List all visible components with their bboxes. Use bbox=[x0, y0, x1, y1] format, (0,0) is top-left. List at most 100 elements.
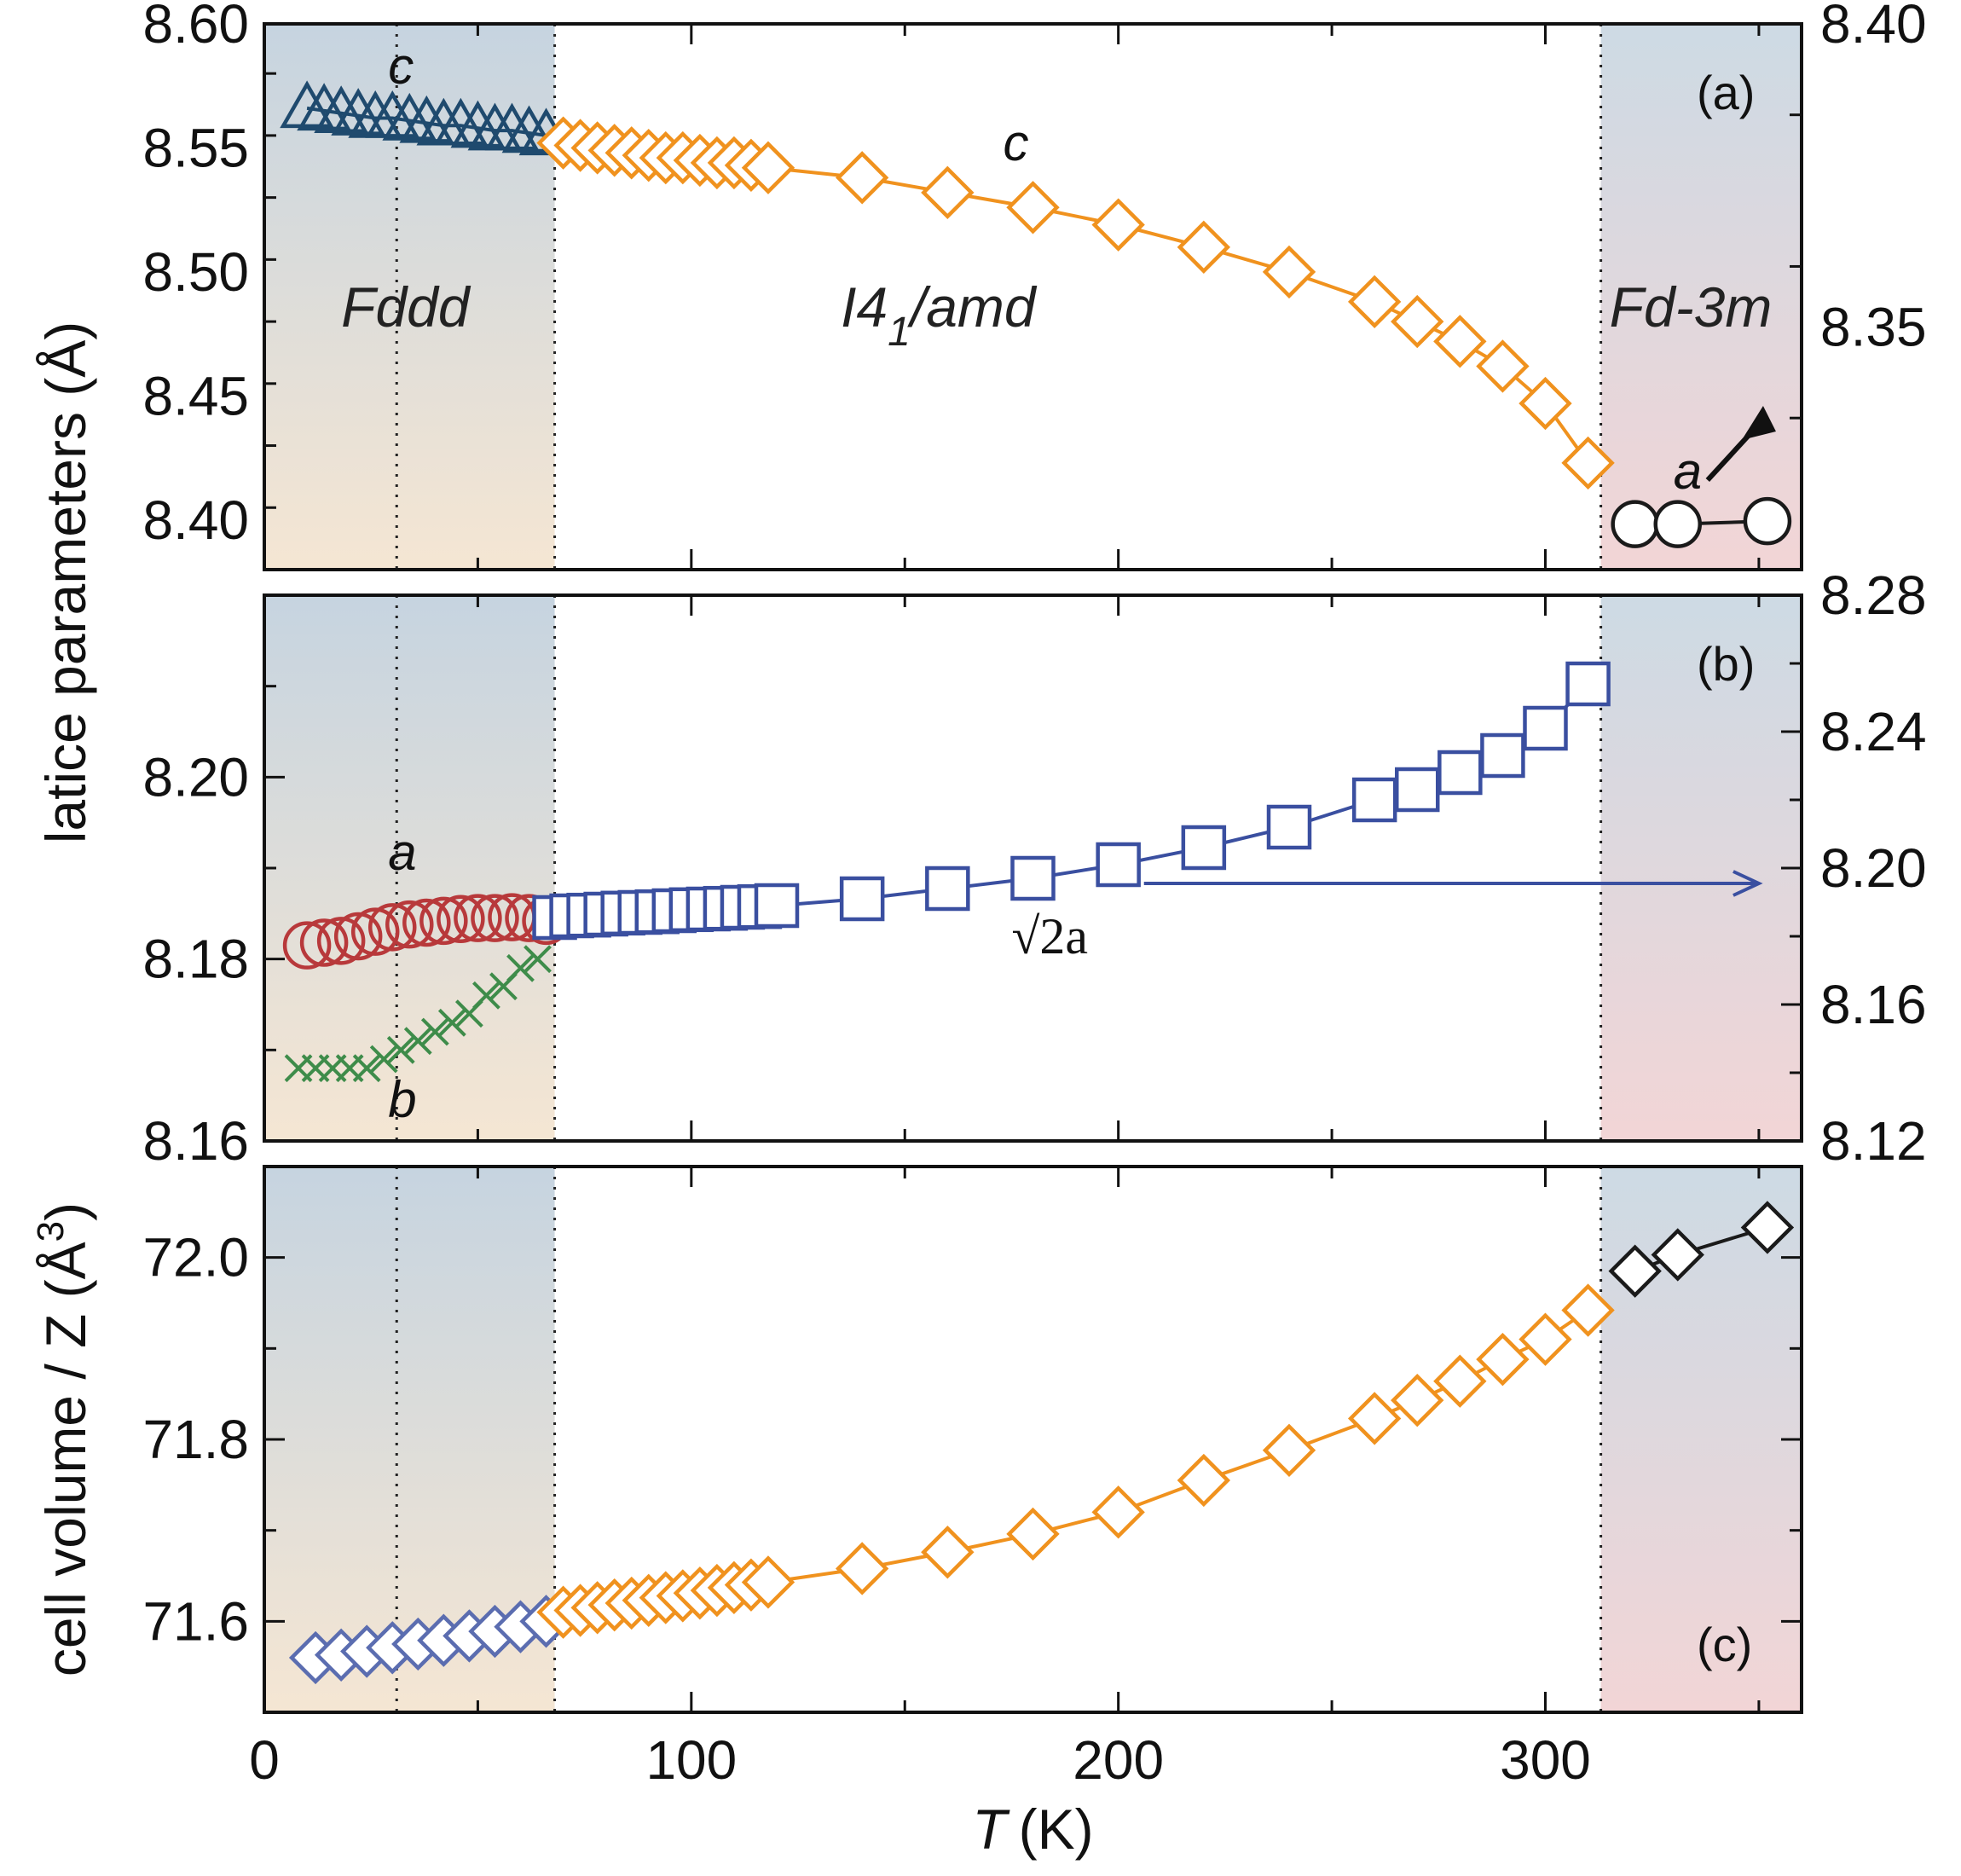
data-point bbox=[921, 1526, 975, 1579]
data-point bbox=[399, 95, 454, 143]
y-tick-label: 71.6 bbox=[142, 1590, 249, 1652]
data-point bbox=[1433, 1354, 1487, 1408]
right-y-tick-label: 8.24 bbox=[1820, 701, 1927, 762]
annotation-c-mid: c bbox=[1003, 114, 1028, 171]
data-point bbox=[925, 866, 970, 912]
data-point bbox=[386, 1035, 415, 1064]
data-point bbox=[1395, 767, 1440, 813]
data-point bbox=[1391, 294, 1444, 349]
data-point bbox=[403, 1027, 432, 1056]
data-point bbox=[419, 896, 468, 946]
panel-b-tag: (b) bbox=[1697, 637, 1755, 691]
panel-a-tag: (a) bbox=[1697, 66, 1755, 119]
y-axis-title-lattice: latice parameters (Å) bbox=[34, 321, 97, 844]
x-tick-label: 0 bbox=[249, 1729, 280, 1791]
annotation-a-b: a bbox=[388, 824, 416, 881]
right-y-tick-label: 8.20 bbox=[1820, 837, 1927, 899]
data-point bbox=[352, 1054, 381, 1083]
arrow-sqrt2a-to-right-axis bbox=[1143, 870, 1763, 897]
data-point bbox=[524, 945, 552, 974]
data-point bbox=[1480, 732, 1525, 779]
data-point bbox=[365, 90, 420, 138]
phase-label-fddd: Fddd bbox=[341, 275, 471, 339]
y-tick-label: 8.50 bbox=[142, 241, 249, 303]
data-point bbox=[331, 88, 386, 136]
data-point bbox=[1266, 804, 1312, 850]
data-point bbox=[333, 912, 383, 961]
data-point bbox=[1177, 220, 1231, 275]
data-point bbox=[506, 953, 535, 982]
data-point bbox=[741, 1555, 795, 1609]
data-point bbox=[1476, 339, 1530, 393]
right-y-tick-label: 8.40 bbox=[1820, 0, 1927, 55]
data-point bbox=[433, 97, 489, 146]
panel-a-lattice-c: 8.40 8.45 8.50 8.55 8.60 8.35 8.40 (a) Fddd I4… bbox=[142, 0, 1927, 571]
data-point bbox=[282, 921, 332, 970]
data-point bbox=[1262, 245, 1316, 299]
annotation-a: a bbox=[1674, 443, 1702, 500]
region-fd3m bbox=[1600, 595, 1802, 1141]
data-point bbox=[1391, 1373, 1444, 1427]
data-point bbox=[472, 981, 500, 1010]
annotation-b: b bbox=[388, 1071, 416, 1128]
data-point bbox=[299, 918, 349, 967]
data-point bbox=[1096, 842, 1141, 888]
data-point bbox=[1433, 315, 1487, 368]
phase-label-fd3m: Fd-3m bbox=[1610, 275, 1773, 339]
data-point bbox=[297, 83, 351, 131]
region-fd3m bbox=[1600, 24, 1802, 570]
data-point bbox=[1262, 1423, 1316, 1477]
data-point bbox=[921, 165, 975, 220]
data-point bbox=[1181, 825, 1227, 871]
data-point bbox=[350, 907, 400, 956]
x-tick-label: 100 bbox=[645, 1729, 737, 1791]
data-point bbox=[316, 917, 366, 965]
data-point bbox=[839, 876, 885, 922]
data-point bbox=[368, 903, 417, 952]
data-point bbox=[1743, 496, 1792, 546]
panel-b-lattice-ab: 8.16 8.18 8.20 8.12 8.16 8.20 8.24 8.28 (b) a b… bbox=[142, 565, 1926, 1172]
x-axis-title: T (K) bbox=[972, 1798, 1093, 1861]
y-tick-label: 8.55 bbox=[142, 117, 249, 178]
data-point bbox=[1351, 777, 1397, 823]
data-point bbox=[1091, 1485, 1145, 1539]
x-tick-label: 300 bbox=[1500, 1729, 1591, 1791]
panel-c-cell-volume: 71.6 71.8 72.0 0 100 200 300 (c) bbox=[142, 1165, 1803, 1791]
y-tick-label: 8.20 bbox=[142, 746, 249, 808]
right-y-tick-label: 8.35 bbox=[1820, 297, 1927, 358]
data-point bbox=[1010, 855, 1056, 901]
data-point bbox=[1608, 1244, 1662, 1298]
data-point bbox=[420, 1017, 449, 1046]
data-point bbox=[1651, 1228, 1704, 1282]
data-point bbox=[835, 1542, 889, 1595]
data-point bbox=[385, 900, 434, 949]
data-point bbox=[1518, 376, 1572, 431]
data-point bbox=[1611, 500, 1659, 548]
y-tick-label: 72.0 bbox=[142, 1227, 249, 1288]
data-point bbox=[280, 80, 334, 129]
data-point bbox=[1653, 500, 1703, 548]
data-point bbox=[454, 894, 502, 942]
data-point bbox=[1740, 1201, 1795, 1254]
right-y-tick-label: 8.12 bbox=[1820, 1110, 1927, 1172]
annotation-c-top: c bbox=[388, 38, 414, 95]
y-tick-label: 8.45 bbox=[142, 365, 249, 426]
series-line bbox=[563, 141, 1590, 465]
data-point bbox=[314, 85, 369, 133]
right-y-tick-label: 8.16 bbox=[1820, 974, 1927, 1035]
x-tick-label: 200 bbox=[1073, 1729, 1164, 1791]
y-tick-label: 71.8 bbox=[142, 1409, 249, 1470]
data-point bbox=[501, 105, 557, 153]
data-point bbox=[754, 883, 800, 929]
data-point bbox=[1177, 1453, 1231, 1508]
data-point bbox=[1561, 436, 1615, 490]
data-point bbox=[1561, 1283, 1615, 1337]
data-point bbox=[382, 92, 437, 141]
data-point bbox=[369, 1045, 398, 1074]
data-point bbox=[1347, 275, 1402, 329]
data-point bbox=[1091, 198, 1145, 252]
phase-label-i41amd: I41/amd bbox=[841, 275, 1038, 355]
data-point bbox=[1437, 750, 1483, 796]
data-point bbox=[835, 151, 889, 205]
